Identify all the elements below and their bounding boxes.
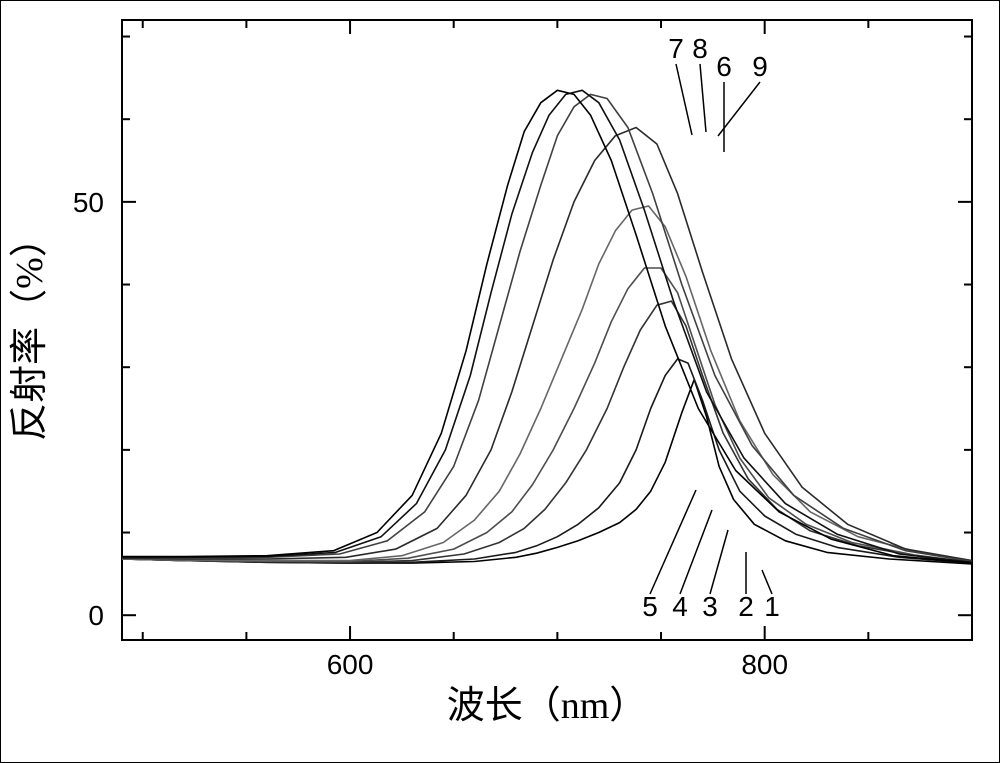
svg-text:波长（nm）: 波长（nm） xyxy=(447,685,648,727)
svg-text:9: 9 xyxy=(752,51,768,82)
svg-text:800: 800 xyxy=(741,649,788,680)
svg-text:6: 6 xyxy=(716,51,732,82)
svg-text:0: 0 xyxy=(88,600,104,631)
svg-text:反射率（%）: 反射率（%） xyxy=(9,219,51,441)
svg-text:8: 8 xyxy=(692,33,708,64)
svg-text:600: 600 xyxy=(327,649,374,680)
svg-text:3: 3 xyxy=(702,591,718,622)
svg-text:5: 5 xyxy=(642,591,658,622)
svg-text:7: 7 xyxy=(668,33,684,64)
svg-text:1: 1 xyxy=(764,591,780,622)
svg-text:50: 50 xyxy=(73,187,104,218)
svg-text:2: 2 xyxy=(738,591,754,622)
svg-text:4: 4 xyxy=(672,591,688,622)
reflectance-chart: 600 800 0 50 波长（nm） 反射率（%） 7869 54321 xyxy=(0,0,1000,763)
